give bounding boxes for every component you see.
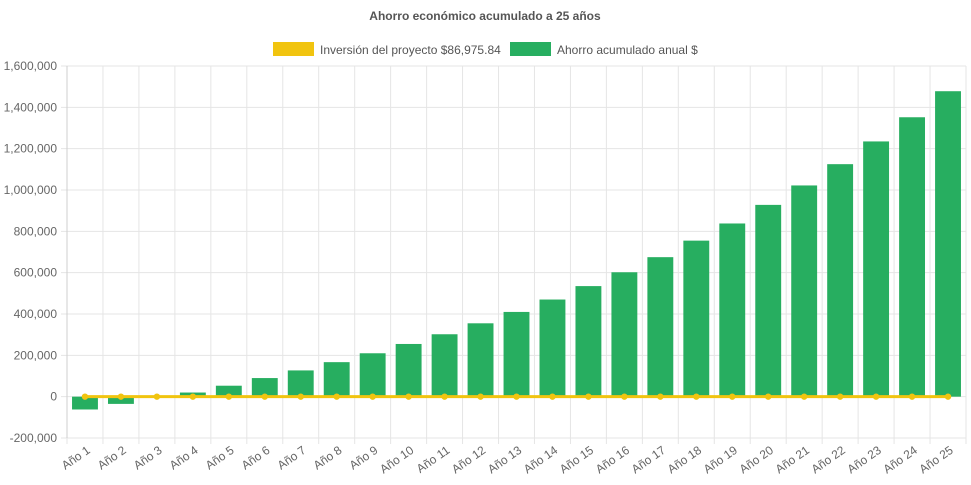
- investment-point-12[interactable]: [477, 393, 484, 400]
- x-tick-label: Año 22: [809, 443, 848, 476]
- x-tick-label: Año 23: [845, 443, 884, 476]
- bar-savings-23[interactable]: [863, 141, 890, 397]
- bar-savings-7[interactable]: [287, 370, 314, 397]
- y-tick-label: 200,000: [14, 348, 58, 362]
- investment-point-10[interactable]: [405, 393, 412, 400]
- investment-point-25[interactable]: [944, 393, 952, 400]
- y-tick-label: 1,000,000: [4, 183, 58, 197]
- x-tick-label: Año 4: [167, 443, 201, 473]
- x-axis-ticks: Año 1 Año 2 Año 3 Año 4 Año 5 Año 6 Año 7 Año 8…: [59, 443, 956, 476]
- y-tick-label: 1,600,000: [4, 59, 58, 73]
- y-tick-label: 0: [50, 390, 57, 404]
- investment-point-8[interactable]: [333, 393, 340, 400]
- x-tick-label: Año 16: [593, 443, 632, 476]
- x-tick-label: Año 20: [737, 443, 776, 476]
- x-tick-label: Año 1: [59, 443, 93, 473]
- bar-savings-1[interactable]: [72, 396, 98, 410]
- x-tick-label: Año 9: [347, 443, 381, 473]
- bar-savings-22[interactable]: [827, 164, 854, 397]
- investment-point-16[interactable]: [621, 393, 628, 400]
- y-tick-label: 1,400,000: [4, 100, 58, 114]
- investment-point-1[interactable]: [81, 393, 89, 400]
- y-tick-label: 600,000: [14, 266, 58, 280]
- bar-savings-16[interactable]: [611, 272, 638, 397]
- investment-point-15[interactable]: [585, 393, 592, 400]
- x-tick-label: Año 5: [203, 443, 237, 473]
- y-tick-label: -200,000: [10, 431, 58, 445]
- investment-point-24[interactable]: [908, 393, 916, 400]
- investment-point-6[interactable]: [261, 393, 268, 400]
- investment-point-13[interactable]: [513, 393, 520, 400]
- x-tick-label: Año 15: [557, 443, 596, 476]
- bar-savings-2[interactable]: [107, 396, 134, 404]
- bar-savings-10[interactable]: [395, 343, 422, 397]
- bar-savings-9[interactable]: [359, 353, 386, 397]
- x-tick-label: Año 14: [521, 443, 560, 476]
- legend-item-investment[interactable]: Inversión del proyecto $86,975.84: [273, 42, 501, 57]
- investment-point-3[interactable]: [153, 393, 161, 400]
- bar-savings-21[interactable]: [791, 185, 818, 397]
- x-tick-label: Año 2: [95, 443, 129, 473]
- investment-point-14[interactable]: [549, 393, 556, 400]
- investment-point-4[interactable]: [189, 393, 197, 400]
- y-tick-label: 400,000: [14, 307, 58, 321]
- legend-swatch-investment: [273, 42, 314, 56]
- investment-point-7[interactable]: [297, 393, 304, 400]
- investment-point-2[interactable]: [117, 393, 125, 400]
- x-tick-label: Año 25: [917, 443, 956, 476]
- x-tick-label: Año 8: [311, 443, 345, 473]
- investment-line-layer: [81, 393, 952, 400]
- investment-point-21[interactable]: [800, 393, 808, 400]
- legend-item-savings[interactable]: Ahorro acumulado anual $: [510, 42, 698, 57]
- investment-point-20[interactable]: [765, 393, 772, 400]
- bar-savings-24[interactable]: [899, 117, 926, 397]
- bar-savings-13[interactable]: [503, 311, 530, 397]
- gridlines: [61, 65, 967, 444]
- x-tick-label: Año 13: [485, 443, 524, 476]
- x-tick-label: Año 7: [275, 443, 309, 473]
- x-tick-label: Año 12: [449, 443, 488, 476]
- bars: [72, 91, 961, 410]
- x-tick-label: Año 6: [239, 443, 273, 473]
- legend-label-savings: Ahorro acumulado anual $: [557, 43, 698, 57]
- x-tick-label: Año 19: [701, 443, 740, 476]
- bar-savings-8[interactable]: [323, 362, 350, 397]
- y-axis-ticks: 1,600,000 1,400,000 1,200,000 1,000,000 800,…: [4, 59, 58, 445]
- investment-point-11[interactable]: [441, 393, 448, 400]
- legend-label-investment: Inversión del proyecto $86,975.84: [320, 43, 501, 57]
- bar-savings-5[interactable]: [215, 385, 242, 397]
- x-tick-label: Año 24: [881, 443, 920, 476]
- investment-point-9[interactable]: [369, 393, 376, 400]
- bar-savings-20[interactable]: [755, 204, 782, 397]
- x-tick-label: Año 10: [377, 443, 416, 476]
- investment-point-23[interactable]: [872, 393, 880, 400]
- bar-savings-18[interactable]: [683, 240, 710, 397]
- bar-savings-12[interactable]: [467, 323, 494, 397]
- bar-savings-25[interactable]: [935, 91, 961, 397]
- bar-savings-19[interactable]: [719, 223, 746, 397]
- y-tick-label: 1,200,000: [4, 142, 58, 156]
- investment-point-18[interactable]: [693, 393, 700, 400]
- chart-title: Ahorro económico acumulado a 25 años: [369, 9, 601, 23]
- bar-savings-17[interactable]: [647, 257, 674, 397]
- investment-point-19[interactable]: [729, 393, 736, 400]
- x-tick-label: Año 11: [414, 443, 453, 476]
- bar-savings-11[interactable]: [431, 334, 458, 397]
- bar-savings-15[interactable]: [575, 286, 602, 397]
- x-tick-label: Año 18: [665, 443, 704, 476]
- investment-point-17[interactable]: [657, 393, 664, 400]
- investment-point-22[interactable]: [836, 393, 844, 400]
- y-tick-label: 800,000: [14, 224, 58, 238]
- legend[interactable]: Inversión del proyecto $86,975.84 Ahorro…: [273, 42, 698, 57]
- investment-point-5[interactable]: [225, 393, 233, 400]
- legend-swatch-savings: [510, 42, 551, 56]
- x-tick-label: Año 3: [131, 443, 165, 473]
- bar-savings-6[interactable]: [251, 378, 278, 397]
- x-tick-label: Año 21: [773, 443, 812, 476]
- x-tick-label: Año 17: [629, 443, 668, 476]
- bar-savings-14[interactable]: [539, 299, 566, 397]
